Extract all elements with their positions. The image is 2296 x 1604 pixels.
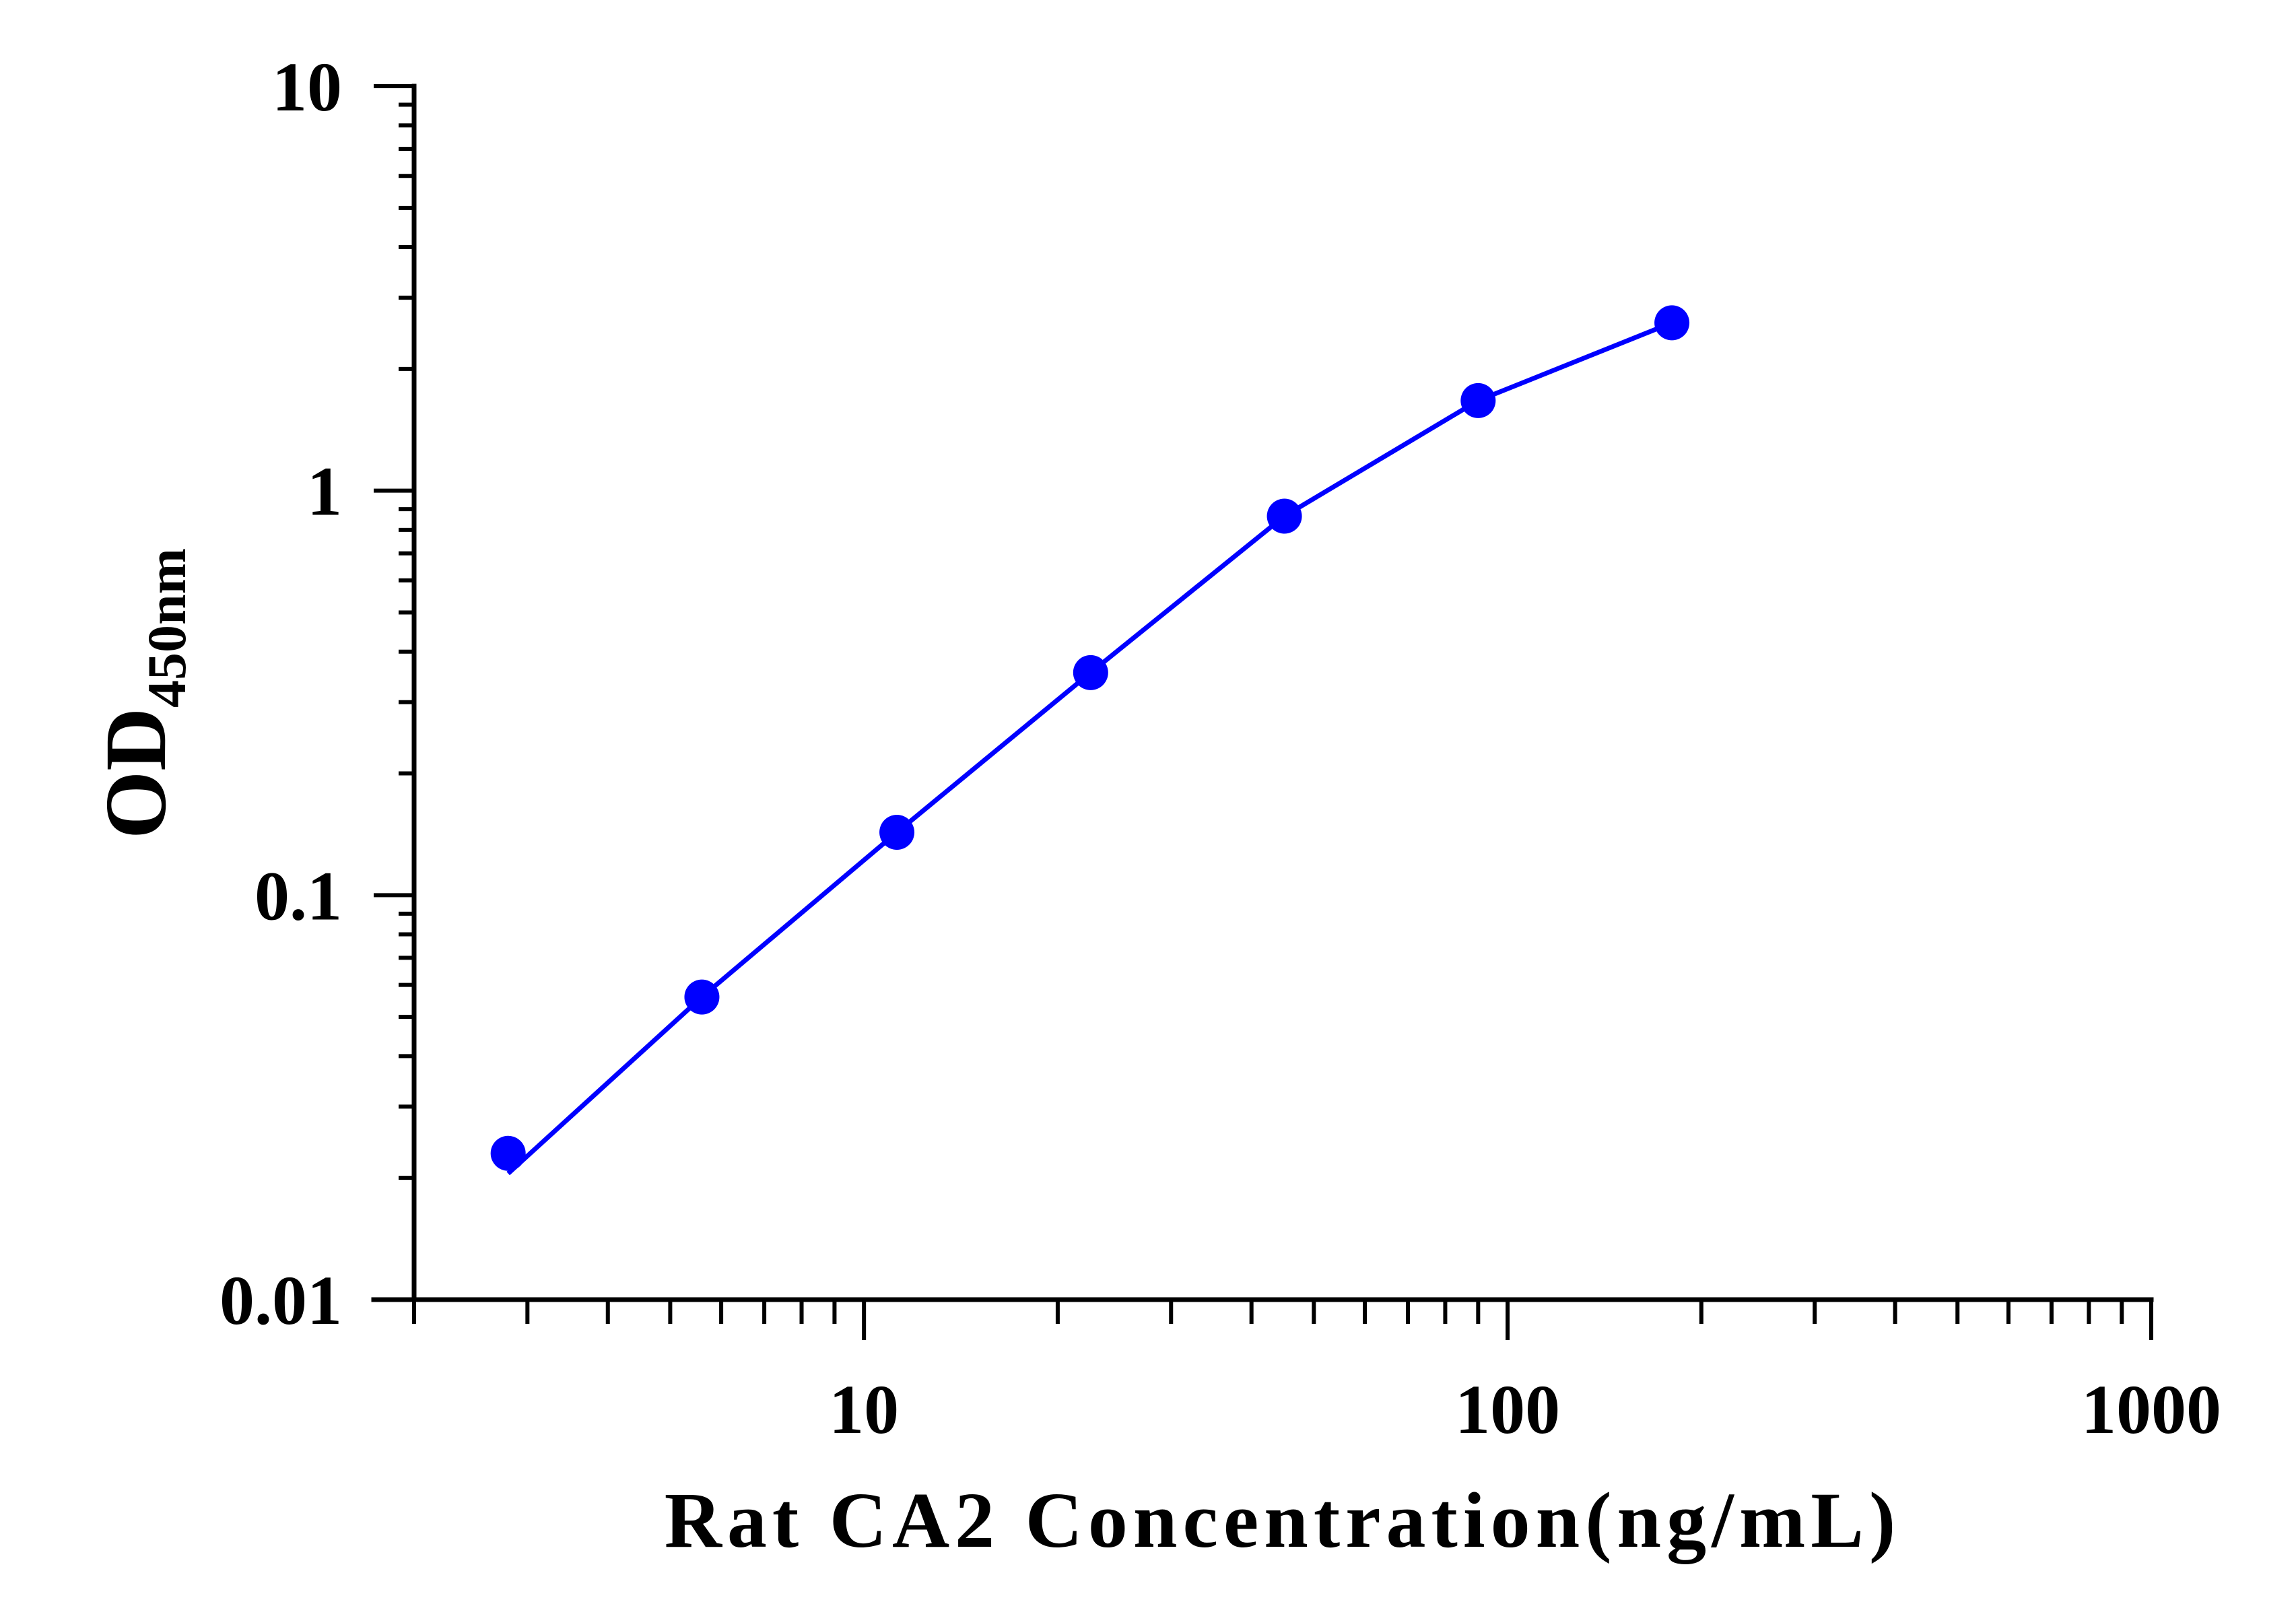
x-axis-tick-labels: 10 100 1000 [829,1371,2221,1448]
data-point [1073,655,1108,690]
y-tick-label: 0.01 [220,1262,342,1339]
series-line [506,321,1673,1176]
y-axis: 0.01 0.1 1 10 [220,48,417,1339]
data-point [1654,305,1690,341]
y-axis-title: OD450nm [88,548,197,839]
data-point [490,1135,526,1171]
x-tick-label: 10 [829,1371,899,1448]
y-axis-title-subscript: 450nm [136,548,197,708]
y-axis-ticks [374,84,414,1302]
data-point [684,979,720,1015]
x-axis-ticks [412,1300,2153,1340]
y-tick-label: 10 [272,48,342,126]
y-axis-tick-labels: 0.01 0.1 1 10 [220,48,342,1339]
x-tick-label: 100 [1455,1371,1560,1448]
data-point [1267,498,1302,534]
x-axis-title: Rat CA2 Concentration(ng/mL) [665,1476,1901,1564]
y-tick-label: 1 [307,453,342,531]
plot-area [490,305,1690,1176]
x-tick-label: 1000 [2081,1371,2221,1448]
x-axis: 10 100 1000 [371,1297,2221,1448]
data-point [1460,382,1496,418]
y-axis-title-main: OD [88,708,184,839]
data-point [879,815,915,850]
y-tick-label: 0.1 [255,857,342,935]
series-points [490,305,1690,1171]
